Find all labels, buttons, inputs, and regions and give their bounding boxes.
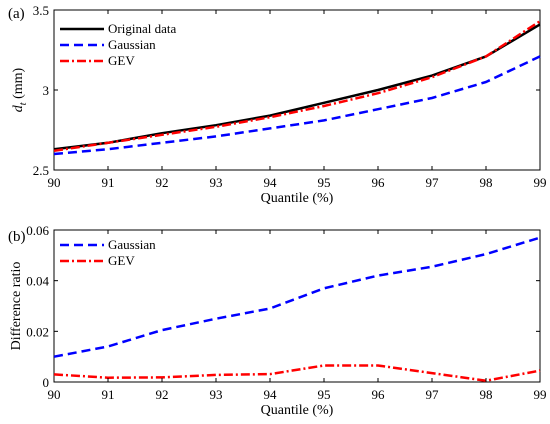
x-tick-label: 92 [156, 387, 169, 402]
x-tick-label: 93 [210, 387, 223, 402]
panel-b-legend: Gaussian GEV [60, 237, 156, 268]
x-tick-label: 98 [480, 387, 493, 402]
legend-label-gaussian: Gaussian [108, 37, 156, 52]
y-tick-label: 2.5 [33, 163, 49, 178]
panel-b-x-axis-label: Quantile (%) [261, 403, 334, 418]
y-tick-label: 3.5 [33, 3, 49, 18]
panel-b-ticks: 90 91 92 93 94 95 96 97 98 99 0 0.02 0.04 0.06 [26, 223, 546, 402]
panel-a-legend: Original data Gaussian GEV [60, 21, 176, 68]
panel-a-series-group [53, 20, 541, 156]
x-tick-label: 97 [426, 387, 440, 402]
panel-a-y-axis-label-unit: (mm) [11, 67, 26, 102]
legend-label-original-data: Original data [108, 21, 176, 36]
x-tick-label: 95 [318, 175, 331, 190]
x-tick-label: 94 [264, 175, 278, 190]
x-tick-label: 99 [534, 387, 547, 402]
x-tick-label: 92 [156, 175, 169, 190]
panel-b: (b) 90 91 92 93 94 95 96 97 98 99 0 0.02 0.04 0.06 Qu… [8, 223, 547, 418]
x-tick-label: 90 [48, 175, 61, 190]
series-line-gev [53, 364, 541, 382]
y-tick-label: 3 [43, 83, 50, 98]
x-tick-label: 98 [480, 175, 493, 190]
panel-a-y-axis-label-sub: t [18, 102, 29, 105]
x-tick-label: 96 [372, 175, 386, 190]
panel-b-axes-box [53, 229, 541, 383]
panel-a-label: (a) [8, 6, 25, 22]
panel-a: (a) 90 91 92 93 94 95 96 97 98 99 2.5 3 3.5 Quantile… [8, 3, 547, 206]
y-tick-label: 0.02 [26, 324, 49, 339]
x-tick-label: 96 [372, 387, 386, 402]
panel-a-x-axis-label: Quantile (%) [261, 191, 334, 206]
legend-label-gaussian: Gaussian [108, 237, 156, 252]
x-tick-label: 93 [210, 175, 223, 190]
y-tick-label: 0.04 [26, 274, 49, 289]
x-tick-label: 95 [318, 387, 331, 402]
y-tick-label: 0 [43, 375, 50, 390]
panel-b-y-axis-label: Difference ratio [9, 262, 24, 351]
series-line-gaussian [53, 55, 541, 156]
panel-b-series-group [53, 236, 541, 382]
series-line-gev [53, 20, 541, 153]
panel-b-label: (b) [8, 229, 26, 245]
panel-a-ticks: 90 91 92 93 94 95 96 97 98 99 2.5 3 3.5 [33, 3, 547, 190]
x-tick-label: 99 [534, 175, 547, 190]
x-tick-label: 90 [48, 387, 61, 402]
x-tick-label: 91 [102, 175, 115, 190]
x-tick-label: 97 [426, 175, 440, 190]
x-tick-label: 91 [102, 387, 115, 402]
y-tick-label: 0.06 [26, 223, 49, 238]
panel-a-y-axis-label-main: d [11, 104, 26, 112]
legend-label-gev: GEV [108, 253, 135, 268]
panel-a-y-axis-label: dt (mm) [11, 67, 29, 112]
legend-label-gev: GEV [108, 53, 135, 68]
x-tick-label: 94 [264, 387, 278, 402]
